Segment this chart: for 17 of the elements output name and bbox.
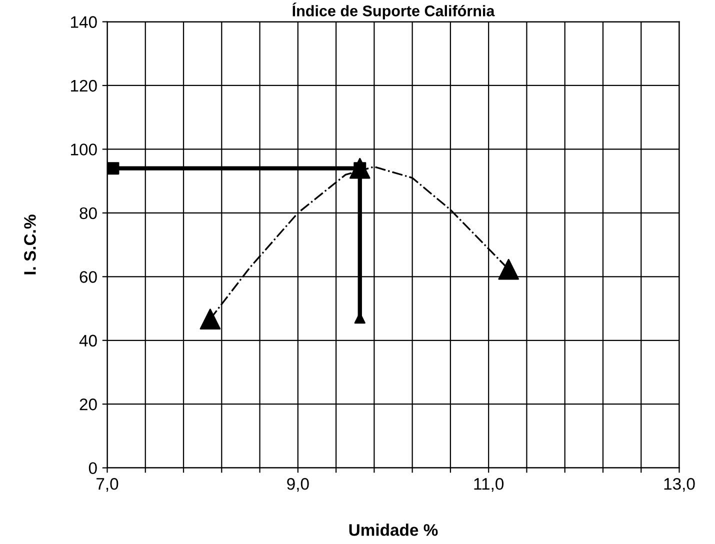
x-tick-label: 13,0 [664, 478, 695, 492]
y-tick-label: 0 [88, 462, 97, 474]
y-tick-label: 140 [70, 16, 97, 28]
y-tick-label: 40 [79, 334, 97, 347]
x-tick-label: 9,0 [287, 478, 309, 492]
x-tick-label: 11,0 [474, 478, 504, 492]
chart-title: Índice de Suporte Califórnia [292, 2, 495, 20]
y-tick-label: 120 [70, 80, 97, 92]
y-tick-label: 60 [80, 271, 97, 283]
x-axis-title: Umidade % [349, 524, 438, 536]
point [498, 258, 520, 280]
y-tick-label: 100 [70, 144, 97, 156]
y-tick-label: 80 [80, 207, 97, 220]
x-tick-label: 7,0 [96, 478, 118, 492]
y-tick-label: 20 [80, 398, 97, 410]
y-axis-title: I. S.C.% [24, 214, 36, 274]
point [200, 308, 221, 330]
